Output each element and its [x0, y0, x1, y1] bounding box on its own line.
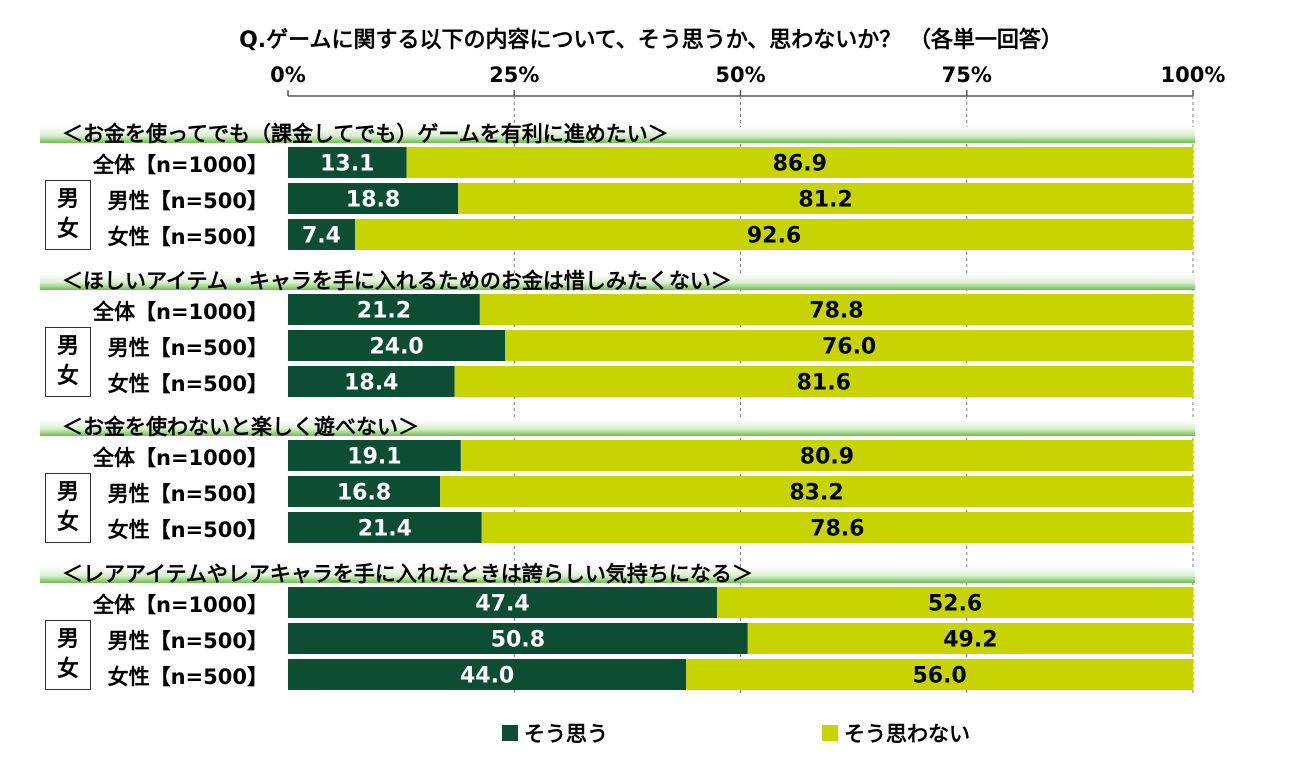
- section-title: ＜お金を使ってでも（課金してでも）ゲームを有利に進めたい＞: [62, 122, 669, 146]
- data-label-disagree: 78.6: [810, 516, 865, 541]
- gender-box-char: 女: [56, 364, 79, 389]
- bar-agree: [288, 330, 506, 361]
- data-label-agree: 21.2: [356, 298, 412, 323]
- gender-box: 男女: [45, 620, 91, 690]
- row-label: 女性【n=500】: [107, 372, 268, 396]
- legend-agree-swatch: [502, 725, 518, 741]
- bar-disagree: [354, 219, 1194, 250]
- gender-box-char: 女: [56, 217, 79, 242]
- bar-disagree: [479, 294, 1193, 325]
- row-label: 男性【n=500】: [107, 629, 268, 653]
- bar-disagree: [406, 147, 1193, 178]
- data-label-disagree: 81.2: [798, 187, 853, 212]
- bar-disagree: [481, 512, 1193, 543]
- gender-box-char: 女: [56, 510, 79, 535]
- row-label: 全体【n=1000】: [93, 593, 268, 617]
- bar-disagree: [440, 476, 1193, 507]
- data-label-agree: 24.0: [369, 334, 424, 359]
- section-title: ＜レアアイテムやレアキャラを手に入れたときは誇らしい気持ちになる＞: [62, 562, 753, 586]
- x-tick-label: 25%: [489, 63, 540, 87]
- bar-agree: [288, 623, 748, 654]
- bar-agree: [288, 512, 482, 543]
- data-label-agree: 18.8: [345, 187, 401, 212]
- legend-disagree-swatch: [822, 725, 838, 741]
- section-title: ＜お金を使わないと楽しく遊べない＞: [62, 415, 419, 439]
- legend-disagree-label: そう思わない: [844, 722, 970, 746]
- row-label: 男性【n=500】: [107, 336, 268, 360]
- section-band: [40, 274, 1195, 290]
- bar-agree: [288, 219, 355, 250]
- data-label-agree: 50.8: [490, 627, 545, 652]
- bar-agree: [288, 587, 717, 618]
- data-label-agree: 18.4: [344, 370, 399, 395]
- row-label: 男性【n=500】: [107, 189, 268, 213]
- gender-box-char: 男: [56, 334, 79, 359]
- bar-agree: [288, 294, 480, 325]
- x-tick-label: 100%: [1160, 63, 1226, 87]
- data-label-agree: 13.1: [320, 151, 375, 176]
- data-label-disagree: 49.2: [943, 627, 998, 652]
- row-label: 男性【n=500】: [107, 482, 268, 506]
- data-label-disagree: 52.6: [927, 591, 983, 616]
- section-band: [40, 127, 1195, 143]
- bar-disagree: [716, 587, 1193, 618]
- bar-disagree: [505, 330, 1193, 361]
- data-label-agree: 16.8: [336, 480, 392, 505]
- gender-box-char: 女: [56, 657, 79, 682]
- gender-box-char: 男: [56, 187, 79, 212]
- gender-box-char: 男: [56, 627, 79, 652]
- gender-box-char: 男: [56, 480, 79, 505]
- bar-disagree: [686, 659, 1193, 690]
- gender-box: 男女: [45, 180, 91, 250]
- data-label-disagree: 81.6: [796, 370, 851, 395]
- row-label: 全体【n=1000】: [93, 446, 268, 470]
- x-tick-label: 0%: [270, 63, 306, 87]
- section-band: [40, 420, 1195, 436]
- bar-disagree: [747, 623, 1193, 654]
- bar-disagree: [458, 183, 1193, 214]
- data-label-disagree: 80.9: [799, 444, 855, 469]
- section-title: ＜ほしいアイテム・キャラを手に入れるためのお金は惜しみたくない＞: [62, 269, 732, 293]
- data-label-agree: 7.4: [301, 223, 341, 248]
- data-label-disagree: 56.0: [912, 663, 967, 688]
- data-label-agree: 47.4: [475, 591, 530, 616]
- bar-agree: [288, 476, 441, 507]
- row-label: 女性【n=500】: [107, 225, 268, 249]
- legend-disagree: そう思わない: [822, 718, 970, 748]
- row-label: 全体【n=1000】: [93, 153, 268, 177]
- data-label-disagree: 76.0: [821, 334, 877, 359]
- bar-agree: [288, 440, 461, 471]
- gender-box: 男女: [45, 473, 91, 543]
- bar-agree: [288, 659, 687, 690]
- row-label: 全体【n=1000】: [93, 300, 268, 324]
- bar-agree: [288, 183, 459, 214]
- data-label-agree: 19.1: [347, 444, 402, 469]
- data-label-agree: 21.4: [357, 516, 412, 541]
- chart-title: Q.ゲームに関する以下の内容について、そう思うか、思わないか？ （各単一回答）: [239, 28, 1063, 53]
- data-label-agree: 44.0: [459, 663, 515, 688]
- row-label: 女性【n=500】: [107, 665, 268, 689]
- x-tick-label: 50%: [715, 63, 766, 87]
- bar-agree: [288, 147, 407, 178]
- gender-box: 男女: [45, 327, 91, 397]
- bar-disagree: [460, 440, 1194, 471]
- data-label-disagree: 83.2: [789, 480, 844, 505]
- bar-disagree: [454, 366, 1193, 397]
- section-band: [40, 567, 1195, 583]
- legend-agree-label: そう思う: [524, 722, 608, 746]
- x-tick-label: 75%: [941, 63, 992, 87]
- bar-agree: [288, 366, 455, 397]
- row-label: 女性【n=500】: [107, 518, 268, 542]
- data-label-disagree: 86.9: [772, 151, 827, 176]
- data-label-disagree: 78.8: [809, 298, 864, 323]
- data-label-disagree: 92.6: [746, 223, 802, 248]
- legend-agree: そう思う: [502, 718, 608, 748]
